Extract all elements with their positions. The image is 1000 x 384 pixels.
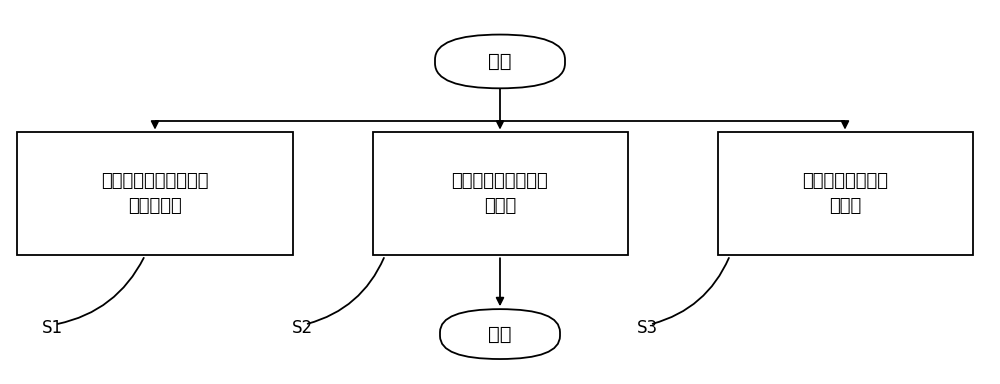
FancyBboxPatch shape (440, 309, 560, 359)
Text: S3: S3 (637, 319, 658, 337)
FancyBboxPatch shape (435, 35, 565, 88)
Text: 开始: 开始 (488, 52, 512, 71)
Bar (718, 132, 972, 255)
Text: 调整冷床保温罩的倾
斜程度: 调整冷床保温罩的倾 斜程度 (452, 172, 548, 215)
Text: 结束: 结束 (488, 324, 512, 344)
Text: 调整棒材在冷床齿条上
的摆放间隔: 调整棒材在冷床齿条上 的摆放间隔 (101, 172, 209, 215)
Text: S2: S2 (292, 319, 313, 337)
Text: S1: S1 (42, 319, 63, 337)
Bar (372, 132, 628, 255)
Bar (17, 132, 292, 255)
Text: 调整冷床齿条的移
步周期: 调整冷床齿条的移 步周期 (802, 172, 888, 215)
